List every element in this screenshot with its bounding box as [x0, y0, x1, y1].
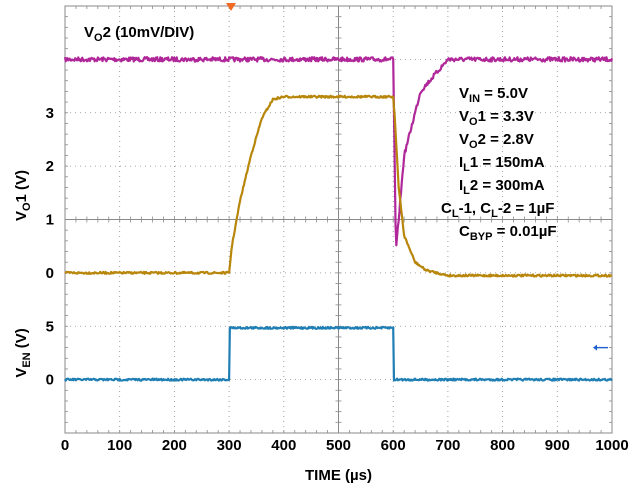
y-axis-title-rest: 1 (V) [13, 170, 30, 203]
condition-rest-2: -2 = 1µF [498, 200, 555, 217]
y-tick-label-vo1: 3 [46, 105, 54, 122]
x-tick-label: 800 [490, 437, 515, 454]
y-axis-title-sub: EN [21, 352, 33, 367]
condition-main: C [441, 200, 452, 217]
x-tick-label: 600 [381, 437, 406, 454]
y-axis-title-ven: VEN (V) [13, 328, 33, 377]
condition-sub: IN [469, 93, 480, 105]
condition-rest: = 0.01µF [492, 223, 556, 240]
condition-rest: 1 = 150mA [470, 154, 545, 171]
x-tick-label: 1000 [595, 437, 628, 454]
condition-main: V [459, 108, 469, 125]
x-tick-label: 700 [435, 437, 460, 454]
y-axis-title-vo1: VO1 (V) [13, 170, 33, 221]
y-tick-label-vo1: 0 [46, 265, 54, 282]
condition-rest: 1 = 3.3V [478, 108, 534, 125]
x-tick-label: 0 [61, 437, 69, 454]
x-tick-label: 100 [107, 437, 132, 454]
x-tick-label: 400 [271, 437, 296, 454]
x-axis-title: TIME (µs) [305, 467, 372, 484]
condition-main: V [459, 131, 469, 148]
channel-label-main: V [84, 24, 94, 41]
y-tick-label-ven: 5 [46, 318, 54, 335]
condition-main: C [459, 223, 470, 240]
condition-rest: -1, C [459, 200, 492, 217]
y-tick-label-vo1: 1 [46, 212, 54, 229]
condition-sub: BYP [470, 231, 493, 243]
condition-rest: 2 = 300mA [470, 177, 545, 194]
channel-label-rest: 2 (10mV/DIV) [103, 24, 195, 41]
x-tick-label: 200 [162, 437, 187, 454]
y-tick-label-ven: 0 [46, 372, 54, 389]
x-tick-label: 900 [545, 437, 570, 454]
grid [65, 6, 612, 433]
y-axis-title-main: V [13, 211, 30, 221]
condition-rest: = 5.0V [480, 85, 528, 102]
x-tick-label: 500 [326, 437, 351, 454]
condition-rest: 2 = 2.8V [478, 131, 534, 148]
x-tick-label: 300 [217, 437, 242, 454]
y-axis-title-rest: (V) [13, 328, 30, 352]
y-axis-title-main: V [13, 368, 30, 378]
condition-main: V [459, 85, 469, 102]
y-tick-label-vo1: 2 [46, 158, 54, 175]
